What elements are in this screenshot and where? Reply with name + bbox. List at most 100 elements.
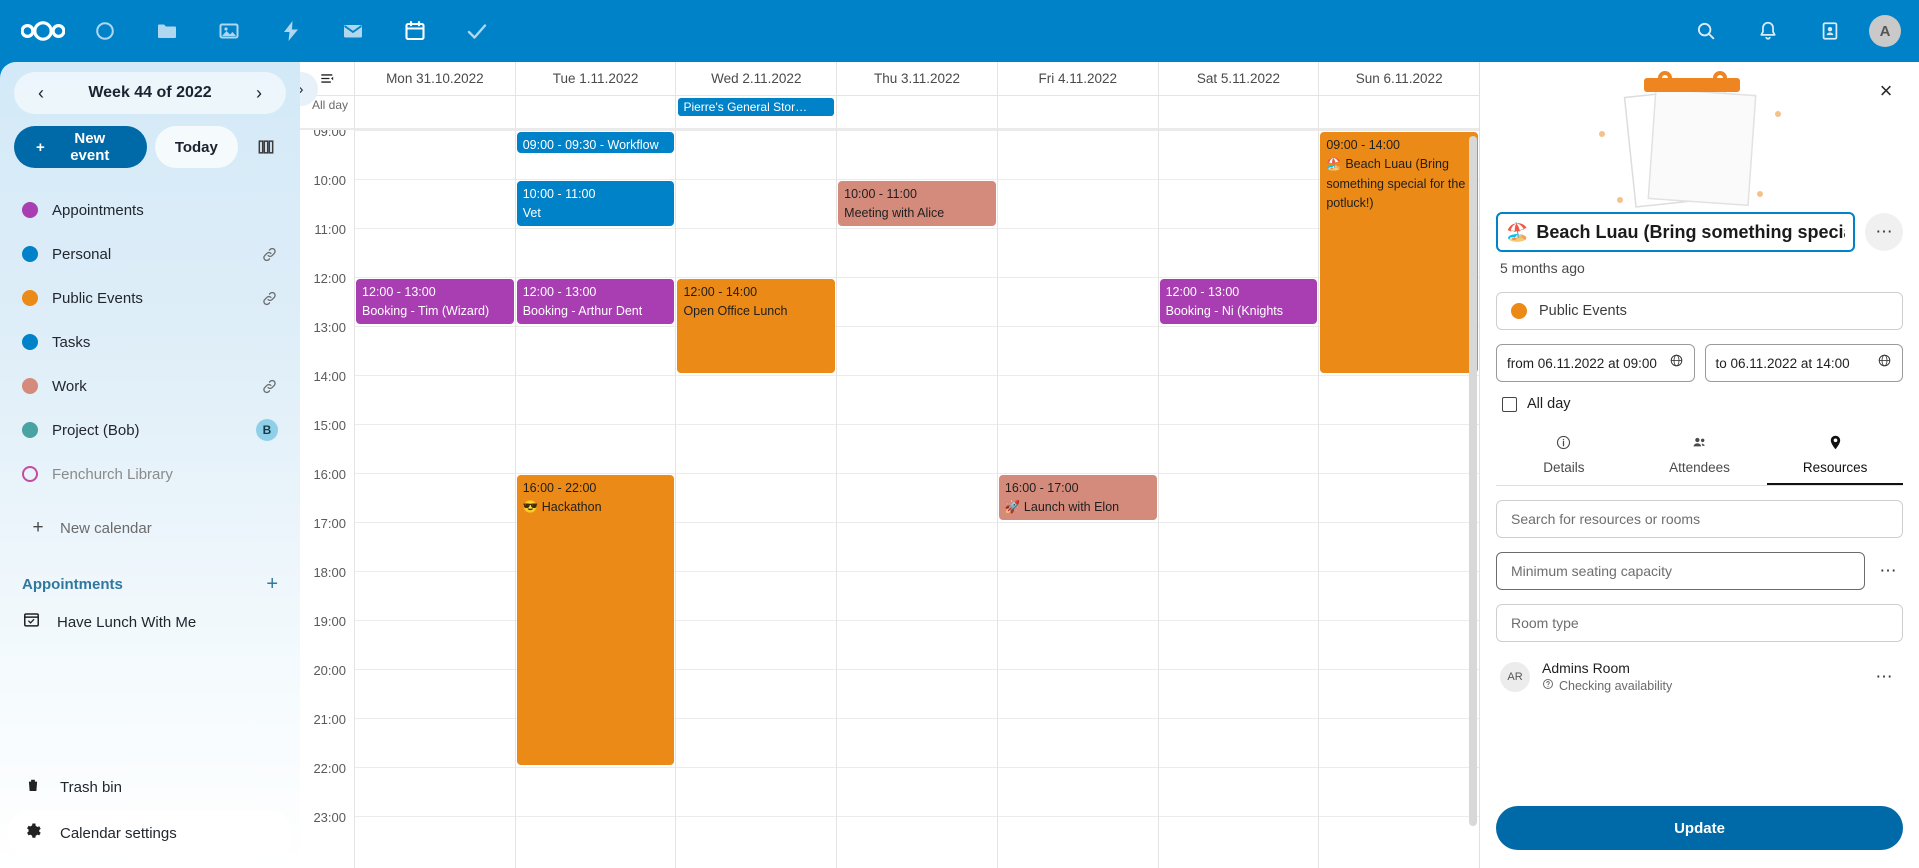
hour-gridline [355,816,515,817]
day-header[interactable]: Wed 2.11.2022 [676,62,838,95]
calendar-item-work[interactable]: Work [8,364,292,408]
event-actions-menu-button[interactable]: ⋯ [1865,213,1903,251]
calendar-event[interactable]: 09:00 - 14:00 🏖️ Beach Luau (Bring someth… [1320,132,1479,373]
calendar-item-fenchurch-library[interactable]: Fenchurch Library [8,452,292,496]
avatar[interactable]: A [1869,15,1901,47]
all-day-cell[interactable]: Pierre's General Stor… [676,96,838,128]
all-day-event[interactable]: Pierre's General Stor… [678,98,835,116]
day-header[interactable]: Mon 31.10.2022 [355,62,516,95]
appointment-item-have-lunch-with-me[interactable]: Have Lunch With Me [0,600,300,644]
mail-icon[interactable] [322,0,384,62]
event-details-sidebar: × 🏖️ Beach Luau (Bring something special… [1479,62,1919,868]
day-header[interactable]: Sun 6.11.2022 [1355,71,1443,86]
capacity-options-button[interactable]: ⋯ [1879,561,1897,580]
day-column-tue[interactable]: 09:00 - 09:30 - Workflow 10:00 - 11:00 Vet… [515,130,677,868]
hour-gridline [355,571,515,572]
day-header[interactable]: Thu 3.11.2022 [837,62,998,95]
today-button[interactable]: Today [154,126,238,168]
calendar-event[interactable]: 12:00 - 14:00 Open Office Lunch [677,279,836,373]
day-header[interactable]: Sat 5.11.2022 [1159,62,1320,95]
share-icon[interactable] [261,378,278,395]
day-column-sun[interactable]: 09:00 - 14:00 🏖️ Beach Luau (Bring someth… [1319,130,1479,868]
add-appointment-button[interactable]: + [266,573,278,595]
close-icon[interactable]: × [1879,78,1893,103]
calendar-item-tasks[interactable]: Tasks [8,320,292,364]
dashboard-icon[interactable] [74,0,136,62]
new-event-button[interactable]: + New event [14,126,147,168]
event-calendar-selector[interactable]: Public Events [1496,292,1903,330]
photos-icon[interactable] [198,0,260,62]
day-column-thu[interactable]: 10:00 - 11:00 Meeting with Alice [837,130,998,868]
all-day-cell[interactable] [516,96,677,128]
calendar-event[interactable]: 12:00 - 13:00 Booking - Ni (Knights [1159,279,1318,324]
day-column-sat[interactable]: 12:00 - 13:00 Booking - Ni (Knights [1158,130,1320,868]
resource-actions-button[interactable]: ⋯ [1875,666,1893,686]
nextcloud-logo[interactable] [12,0,74,62]
day-column-mon[interactable]: 12:00 - 13:00 Booking - Tim (Wizard) [355,130,516,868]
files-icon[interactable] [136,0,198,62]
calendar-item-project-bob[interactable]: Project (Bob) B [8,408,292,452]
all-day-cell[interactable] [1159,96,1320,128]
calendar-item-personal[interactable]: Personal [8,232,292,276]
all-day-cell[interactable] [998,96,1159,128]
share-icon[interactable] [261,246,278,263]
calendar-event[interactable]: 16:00 - 22:00 😎 Hackathon [516,475,675,765]
calendar-item-public-events[interactable]: Public Events [8,276,292,320]
globe-icon[interactable] [1877,353,1892,373]
activity-icon[interactable] [260,0,322,62]
event-end-date-input[interactable]: to 06.11.2022 at 14:00 [1704,344,1903,382]
notifications-icon[interactable] [1737,0,1799,62]
resource-list-item[interactable]: AR Admins Room Checking availability ⋯ [1496,660,1903,693]
calendar-item-appointments[interactable]: Appointments [8,188,292,232]
calendar-settings-button[interactable]: Calendar settings [8,810,292,856]
share-icon[interactable] [261,290,278,307]
tab-resources[interactable]: Resources [1767,426,1904,485]
all-day-cell[interactable] [355,96,516,128]
all-day-cell[interactable] [837,96,998,128]
calendar-event[interactable]: 10:00 - 11:00 Meeting with Alice [838,181,996,226]
hour-gridline [1158,522,1319,523]
hour-gridline [676,816,837,817]
globe-icon[interactable] [1669,353,1684,373]
tab-attendees[interactable]: Attendees [1632,426,1768,485]
all-day-checkbox[interactable] [1502,396,1517,412]
calendar-event[interactable]: 12:00 - 13:00 Booking - Arthur Dent [516,279,675,324]
hour-gridline [1319,130,1479,131]
all-day-cell[interactable] [1319,96,1479,128]
minimum-capacity-input[interactable]: Minimum seating capacity [1496,552,1865,590]
resource-search-input[interactable]: Search for resources or rooms [1496,500,1903,538]
view-options-button[interactable] [300,62,355,95]
hour-gridline [997,473,1158,474]
vertical-scrollbar[interactable] [1469,136,1477,826]
calendar-grid-scroll[interactable]: 09:00 10:00 11:00 12:00 13:00 14:00 15:00 16:00… [300,130,1479,868]
view-switcher-button[interactable] [246,126,286,168]
color-dot [22,466,38,482]
calendar-event[interactable]: 12:00 - 13:00 Booking - Tim (Wizard) [356,279,514,324]
update-button[interactable]: Update [1496,806,1903,850]
all-day-checkbox-row[interactable]: All day [1496,396,1903,412]
search-icon[interactable] [1675,0,1737,62]
next-week-button[interactable]: › [256,82,262,103]
tab-details[interactable]: Details [1496,426,1632,485]
contacts-icon[interactable] [1799,0,1861,62]
calendar-icon[interactable] [384,0,446,62]
new-calendar-button[interactable]: + New calendar [16,506,284,550]
event-start-date-input[interactable]: from 06.11.2022 at 09:00 [1496,344,1695,382]
calendar-event[interactable]: 16:00 - 17:00 🚀 Launch with Elon [998,475,1157,520]
calendar-event[interactable]: 10:00 - 11:00 Vet [516,181,675,226]
event-title: 🏖️ Beach Luau (Bring something special f… [1326,157,1466,211]
day-column-wed[interactable]: 12:00 - 14:00 Open Office Lunch [676,130,838,868]
trash-icon [24,776,42,799]
hour-gridline [355,718,515,719]
event-title-input[interactable]: 🏖️ Beach Luau (Bring something special f… [1496,212,1855,252]
day-column-fri[interactable]: 16:00 - 17:00 🚀 Launch with Elon [997,130,1159,868]
trash-bin-button[interactable]: Trash bin [8,764,292,810]
day-header[interactable]: Fri 4.11.2022 [998,62,1159,95]
collapse-sidebar-button[interactable]: › [300,72,318,106]
calendar-event[interactable]: 09:00 - 09:30 - Workflow [516,132,675,153]
tasks-icon[interactable] [446,0,508,62]
hour-label: 19:00 [313,614,346,629]
day-header[interactable]: Tue 1.11.2022 [516,62,677,95]
room-type-input[interactable]: Room type [1496,604,1903,642]
prev-week-button[interactable]: ‹ [38,82,44,103]
